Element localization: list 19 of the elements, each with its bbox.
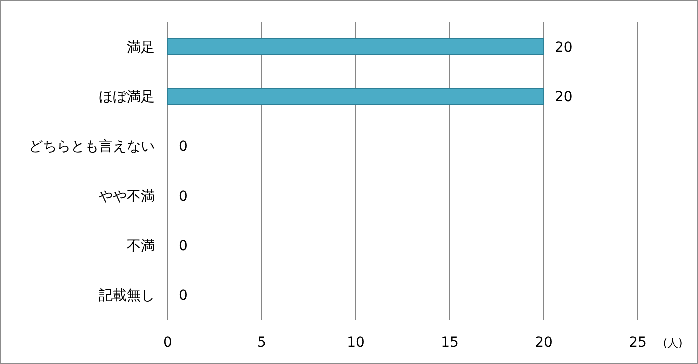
data-label: 0 bbox=[179, 238, 188, 254]
y-tick-label: どちらとも言えない bbox=[29, 139, 155, 156]
y-tick-label: 不満 bbox=[127, 238, 155, 254]
x-tick-label: 0 bbox=[164, 335, 172, 351]
y-tick-label: やや不満 bbox=[99, 188, 155, 205]
x-tick-label: 20 bbox=[535, 335, 553, 351]
x-tick-label: 5 bbox=[258, 335, 266, 351]
data-label: 0 bbox=[179, 188, 188, 205]
x-tick-label: 15 bbox=[441, 335, 459, 351]
data-label: 20 bbox=[555, 90, 573, 106]
y-tick-label: 満足 bbox=[127, 40, 155, 56]
x-tick-label: 25 bbox=[629, 335, 647, 351]
y-tick-label: ほぼ満足 bbox=[99, 90, 155, 106]
data-label: 20 bbox=[555, 40, 573, 56]
y-tick-label: 記載無し bbox=[99, 288, 155, 304]
data-label: 0 bbox=[179, 139, 188, 156]
data-label: 0 bbox=[179, 288, 188, 304]
x-tick-label: 10 bbox=[347, 335, 365, 351]
x-axis-title: (人) bbox=[663, 337, 683, 350]
